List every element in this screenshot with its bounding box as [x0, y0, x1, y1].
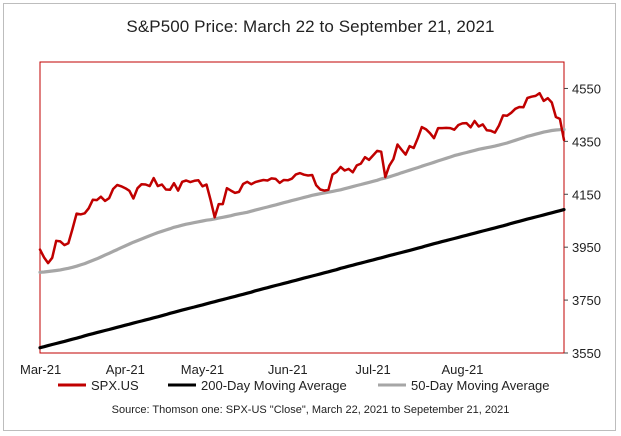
x-tick-label: Jul-21 — [355, 362, 390, 377]
y-tick-label: 4350 — [572, 134, 601, 149]
x-tick-label: Jun-21 — [268, 362, 308, 377]
series-line-200-day-moving-average — [38, 208, 566, 350]
y-tick-label: 3750 — [572, 293, 601, 308]
y-tick-label: 3950 — [572, 240, 601, 255]
x-tick-label: Apr-21 — [106, 362, 145, 377]
x-tick-label: Mar-21 — [20, 362, 61, 377]
series-line-spx-us — [38, 91, 566, 265]
plot-area-border — [39, 61, 565, 354]
x-tick-label: May-21 — [181, 362, 224, 377]
chart-frame — [3, 3, 616, 431]
x-tick-label: Aug-21 — [441, 362, 483, 377]
chart-title: S&P500 Price: March 22 to September 21, … — [126, 17, 495, 36]
legend-label: 200-Day Moving Average — [201, 378, 347, 393]
y-tick-label: 3550 — [572, 346, 601, 361]
source-note: Source: Thomson one: SPX-US "Close", Mar… — [111, 404, 510, 416]
legend-label: SPX.US — [91, 378, 139, 393]
legend-label: 50-Day Moving Average — [411, 378, 550, 393]
y-tick-label: 4550 — [572, 81, 601, 96]
y-tick-label: 4150 — [572, 187, 601, 202]
series-line-50-day-moving-average — [38, 127, 566, 274]
